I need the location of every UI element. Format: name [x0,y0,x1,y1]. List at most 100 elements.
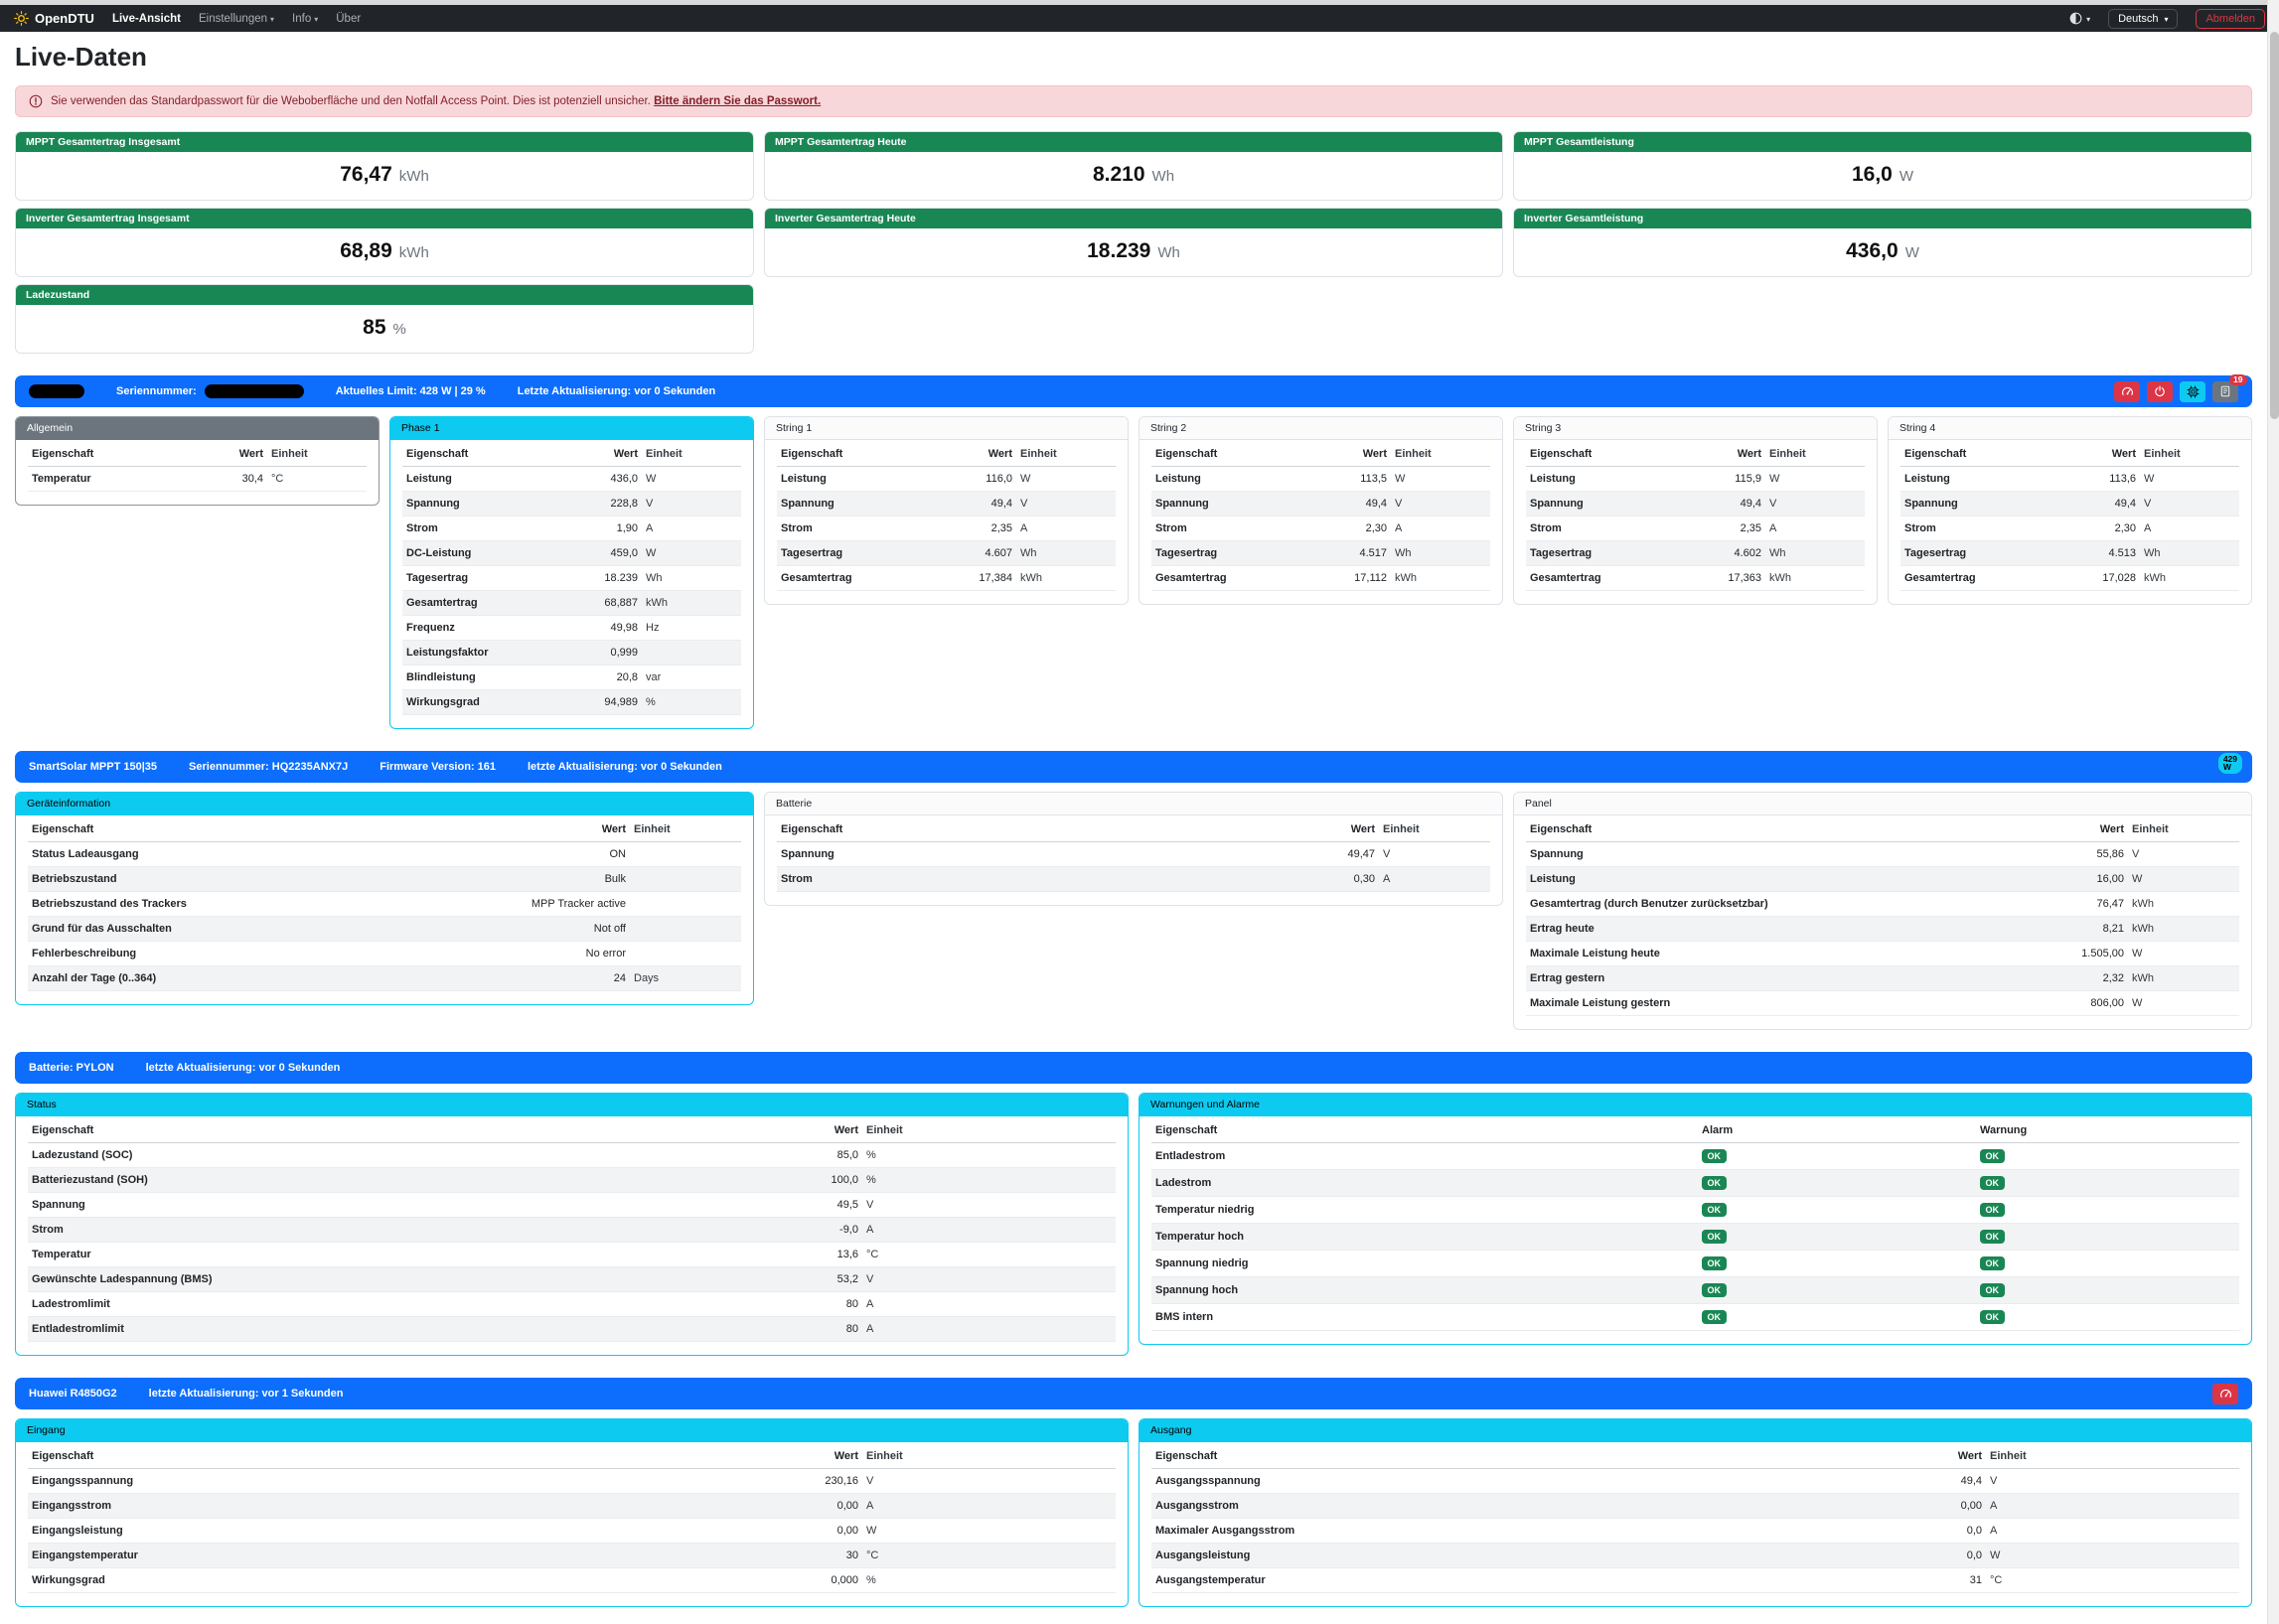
alarm-label: Temperatur hoch [1151,1223,1698,1251]
alarm-label: Spannung niedrig [1151,1250,1698,1277]
prop-label: Eingangsleistung [28,1518,793,1544]
brand[interactable]: OpenDTU [14,11,94,26]
change-password-link[interactable]: Bitte ändern Sie das Passwort. [654,95,822,107]
vertical-scrollbar[interactable] [2267,0,2279,1624]
table-row: Spannung 49,4 V [1151,491,1490,517]
prop-value: 116,0 [947,466,1016,492]
col-einheit: Einheit [1765,442,1865,467]
last-update: letzte Aktualisierung: vor 0 Sekunden [145,1062,341,1074]
current-limit: Aktuelles Limit: 428 W | 29 % [335,385,486,397]
scrollbar-thumb[interactable] [2269,32,2279,419]
prop-unit: kWh [1391,565,1490,591]
prop-value: ON [527,841,630,867]
prop-label: Spannung [1526,841,2058,867]
prop-label: Strom [777,516,947,541]
prop-value: 68,887 [572,590,642,616]
prop-value: 4.602 [1696,540,1765,566]
inverter-name-redacted [29,384,84,398]
summary-card: Inverter Gesamtertrag Heute 18.239 Wh [764,208,1503,277]
summary-card: Ladezustand 85 % [15,284,754,354]
card-status: Status Eigenschaft Wert Einheit Ladezust… [15,1093,1129,1356]
nav-einstellungen[interactable]: Einstellungen ▾ [199,13,274,25]
col-wert: Wert [572,442,642,467]
table-row: Leistung 115,9 W [1526,466,1865,492]
col-eigenschaft: Eigenschaft [777,817,1309,842]
prop-value: 49,4 [1916,1468,1986,1494]
prop-value: 17,363 [1696,565,1765,591]
summary-card-unit: Wh [1151,168,1175,185]
prop-label: Gesamtertrag [777,565,947,591]
prop-value: 2,32 [2058,965,2128,991]
event-log-button[interactable]: 19 [2212,373,2247,402]
table-row: Ausgangsstrom 0,00 A [1151,1493,2239,1519]
summary-card-title: Inverter Gesamtertrag Insgesamt [16,209,753,228]
card-title: String 3 [1514,417,1877,440]
prop-unit: Wh [642,565,741,591]
alarm-label: Temperatur niedrig [1151,1196,1698,1224]
table-row: Eingangsspannung 230,16 V [28,1468,1116,1494]
prop-value: 85,0 [793,1142,862,1168]
table-row: Maximale Leistung gestern 806,00 W [1526,990,2239,1016]
col-einheit: Einheit [862,1118,1116,1143]
logout-button[interactable]: Abmelden [2196,8,2265,29]
prop-value: 0,00 [793,1518,862,1544]
table-row: Maximale Leistung heute 1.505,00 W [1526,941,2239,966]
nav-live-ansicht[interactable]: Live-Ansicht [111,12,181,25]
prop-unit: W [642,466,741,492]
table-row: Ladezustand (SOC) 85,0 % [28,1142,1116,1168]
prop-value: 16,00 [2058,866,2128,892]
prop-unit: A [862,1291,1116,1317]
prop-value: 24 [527,965,630,991]
col-warnung: Warnung [1976,1118,2239,1143]
card-geraeteinformation: Geräteinformation Eigenschaft Wert Einhe… [15,792,754,1005]
alarm-ok-badge: OK [1702,1176,1727,1190]
prop-value: 31 [1916,1567,1986,1593]
prop-label: Strom [402,516,572,541]
warning-ok-badge: OK [1980,1203,2005,1217]
firmware: Firmware Version: 161 [380,761,496,773]
summary-card: MPPT Gesamtertrag Heute 8.210 Wh [764,131,1503,201]
nav-ueber[interactable]: Über [336,12,362,25]
prop-label: Tagesertrag [1151,540,1321,566]
summary-card-title: Inverter Gesamtleistung [1514,209,2251,228]
prop-unit: kWh [2128,965,2239,991]
alarm-row: Temperatur hoch OK OK [1151,1223,2239,1251]
prop-label: Spannung [1151,491,1321,517]
device-info-button[interactable] [2180,380,2205,402]
charger-limit-button[interactable] [2212,1383,2238,1404]
table-row: Strom -9,0 A [28,1217,1116,1243]
col-wert: Wert [947,442,1016,467]
theme-toggle[interactable]: ▾ [2069,12,2090,25]
summary-card: MPPT Gesamtertrag Insgesamt 76,47 kWh [15,131,754,201]
prop-unit: Wh [1765,540,1865,566]
power-button[interactable] [2147,380,2173,402]
nav-einstellungen-label: Einstellungen [198,12,268,25]
prop-unit: V [642,491,741,517]
prop-unit: kWh [1765,565,1865,591]
prop-value: 2,35 [947,516,1016,541]
table-row: Strom 2,35 A [777,516,1116,541]
prop-unit: W [1016,466,1116,492]
prop-unit: A [862,1217,1116,1243]
prop-unit: % [642,689,741,715]
nav-info-label: Info [292,12,312,25]
col-alarm: Alarm [1698,1118,1976,1143]
prop-value: 4.607 [947,540,1016,566]
language-select[interactable]: Deutsch ▾ [2108,8,2179,29]
card-title: Eingang [16,1419,1128,1442]
prop-label: Strom [1526,516,1696,541]
circle-half-icon [2069,12,2082,25]
prop-value: 230,16 [793,1468,862,1494]
prop-unit: kWh [2128,916,2239,942]
nav-info[interactable]: Info ▾ [292,13,318,25]
table-row: Gesamtertrag (durch Benutzer zurücksetzb… [1526,891,2239,917]
alarm-row: BMS intern OK OK [1151,1303,2239,1331]
table-row: Leistungsfaktor 0,999 [402,640,741,665]
prop-label: Ausgangsspannung [1151,1468,1916,1494]
prop-unit [630,841,741,867]
summary-card-unit: kWh [398,168,429,185]
prop-label: Gewünschte Ladespannung (BMS) [28,1266,793,1292]
prop-label: Leistung [1526,466,1696,492]
limit-settings-button[interactable] [2114,380,2140,402]
alarm-label: Spannung hoch [1151,1276,1698,1304]
